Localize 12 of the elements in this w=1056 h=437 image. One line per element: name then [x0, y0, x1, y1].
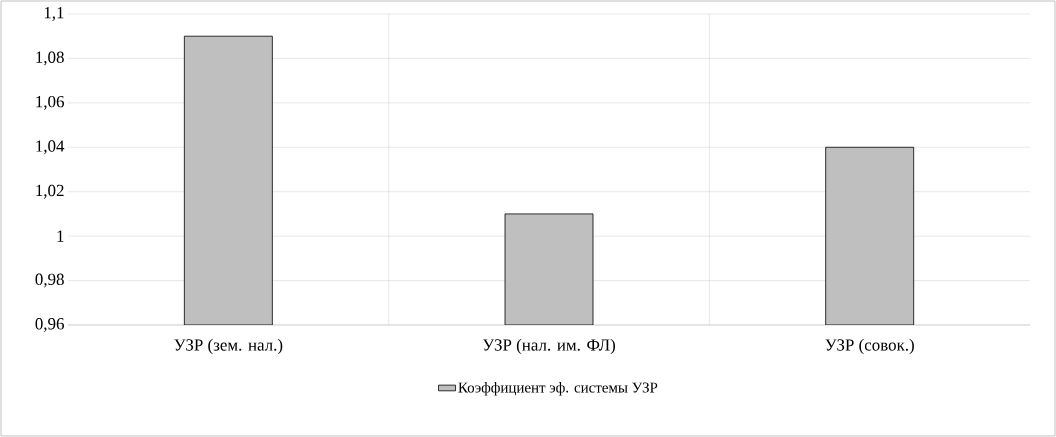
y-tick-label: 1,08 — [36, 51, 64, 66]
x-tick-label: УЗР (нал. им. ФЛ) — [482, 338, 616, 355]
y-tick-label: 0,98 — [35, 273, 64, 288]
y-tick-label: 1,1 — [44, 7, 64, 21]
legend-label: Коэффициент эф. системы УЗР — [458, 382, 658, 396]
y-tick-label: 1,02 — [36, 184, 64, 199]
x-tick-label: УЗР (совок.) — [825, 338, 914, 355]
y-tick-label: 1,04 — [36, 140, 65, 155]
y-tick-label: 1,06 — [36, 95, 64, 110]
y-tick-label: 0,96 — [35, 318, 64, 332]
x-tick-label: УЗР (зем. нал.) — [174, 338, 283, 355]
y-tick-label: 1 — [57, 230, 64, 242]
